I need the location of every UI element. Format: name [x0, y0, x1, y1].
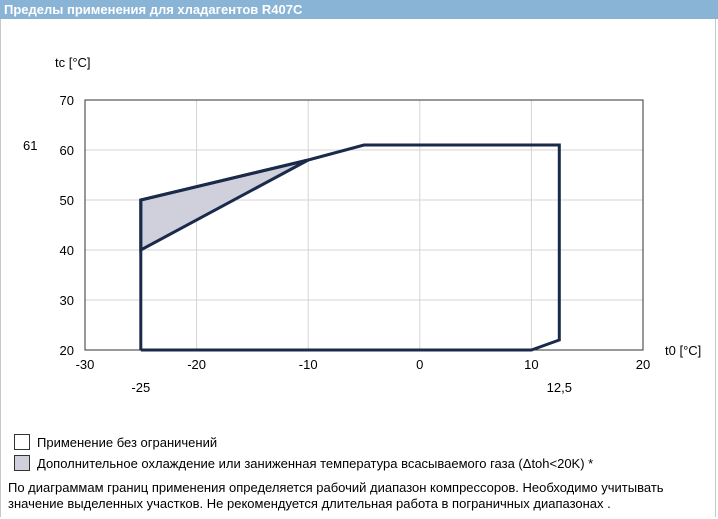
tick-labels: -30 -20 -10 0 10 20 20 30 40 50 60 70 -25 12,5 61 — [23, 93, 650, 395]
y-tick-label: 40 — [60, 243, 74, 258]
legend-item-additional-cooling: Дополнительное охлаждение или заниженная… — [14, 454, 593, 472]
extra-y-label: 61 — [23, 138, 37, 153]
x-axis-label: t0 [°C] — [665, 343, 701, 358]
x-tick-label: 10 — [524, 357, 538, 372]
legend-swatch-shaded — [14, 455, 30, 471]
y-axis-label: tc [°C] — [55, 55, 91, 70]
shaded-region — [139, 158, 309, 253]
y-tick-label: 70 — [60, 93, 74, 108]
y-tick-label: 30 — [60, 293, 74, 308]
envelope-line — [139, 143, 561, 352]
explanatory-note: По диаграммам границ применения определя… — [8, 480, 716, 512]
page-title: Пределы применения для хладагентов R407C — [0, 0, 718, 19]
x-tick-label: -10 — [299, 357, 318, 372]
legend-label: Применение без ограничений — [37, 434, 218, 450]
x-tick-label: -20 — [187, 357, 206, 372]
extra-x-label: 12,5 — [547, 380, 572, 395]
x-tick-label: 0 — [416, 357, 423, 372]
legend-item-unrestricted: Применение без ограничений — [14, 433, 217, 451]
y-tick-label: 50 — [60, 193, 74, 208]
legend-swatch-white — [14, 434, 30, 450]
application-envelope-chart: -30 -20 -10 0 10 20 20 30 40 50 60 70 -25 12,5 61 tc [… — [23, 55, 701, 395]
y-tick-label: 20 — [60, 343, 74, 358]
legend-label: Дополнительное охлаждение или заниженная… — [37, 455, 594, 471]
x-tick-label: -30 — [76, 357, 95, 372]
x-tick-label: 20 — [636, 357, 650, 372]
content-frame — [0, 19, 716, 517]
extra-x-label: -25 — [131, 380, 150, 395]
note-line-1: По диаграммам границ применения определя… — [8, 480, 664, 495]
note-line-2: значение выделенных участков. Не рекомен… — [8, 496, 611, 511]
y-tick-label: 60 — [60, 143, 74, 158]
